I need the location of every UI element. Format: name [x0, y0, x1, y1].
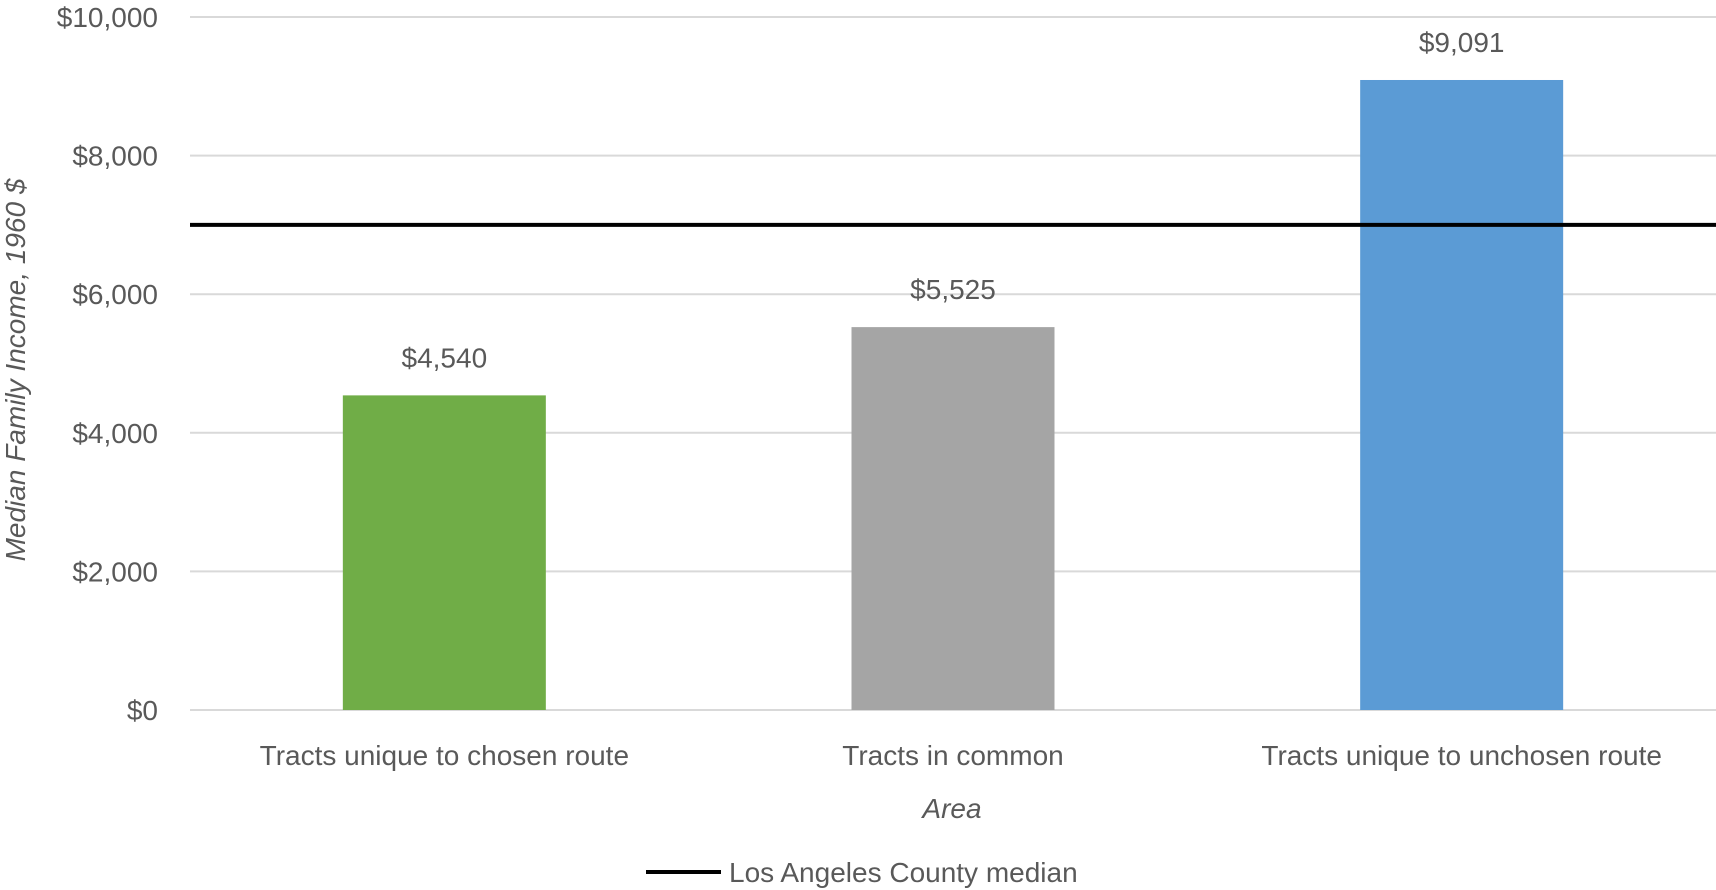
- legend: Los Angeles County median: [646, 857, 1078, 888]
- y-tick-label: $2,000: [72, 556, 158, 587]
- legend-entry-label: Los Angeles County median: [729, 857, 1078, 888]
- y-tick-label: $0: [127, 695, 158, 726]
- y-tick-label: $10,000: [57, 2, 158, 33]
- bar: [1360, 79, 1564, 710]
- data-label: $9,091: [1419, 27, 1505, 58]
- data-label: $5,525: [910, 274, 996, 305]
- x-tick-label: Tracts unique to chosen route: [260, 740, 629, 771]
- x-tick-label: Tracts unique to unchosen route: [1261, 740, 1662, 771]
- x-tick-label: Tracts in common: [842, 740, 1063, 771]
- y-tick-label: $4,000: [72, 418, 158, 449]
- x-axis-categories: Tracts unique to chosen route Tracts in c…: [260, 740, 1662, 771]
- y-tick-label: $6,000: [72, 279, 158, 310]
- data-labels: $4,540 $5,525 $9,091: [402, 27, 1505, 373]
- y-tick-label: $8,000: [72, 141, 158, 172]
- bars: [342, 79, 1564, 710]
- y-axis-ticks: $0 $2,000 $4,000 $6,000 $8,000 $10,000: [57, 2, 158, 726]
- bar: [851, 327, 1055, 710]
- x-axis-title: Area: [920, 793, 981, 824]
- bar: [342, 395, 546, 710]
- y-axis-title: Median Family Income, 1960 $: [0, 178, 31, 561]
- data-label: $4,540: [402, 342, 488, 373]
